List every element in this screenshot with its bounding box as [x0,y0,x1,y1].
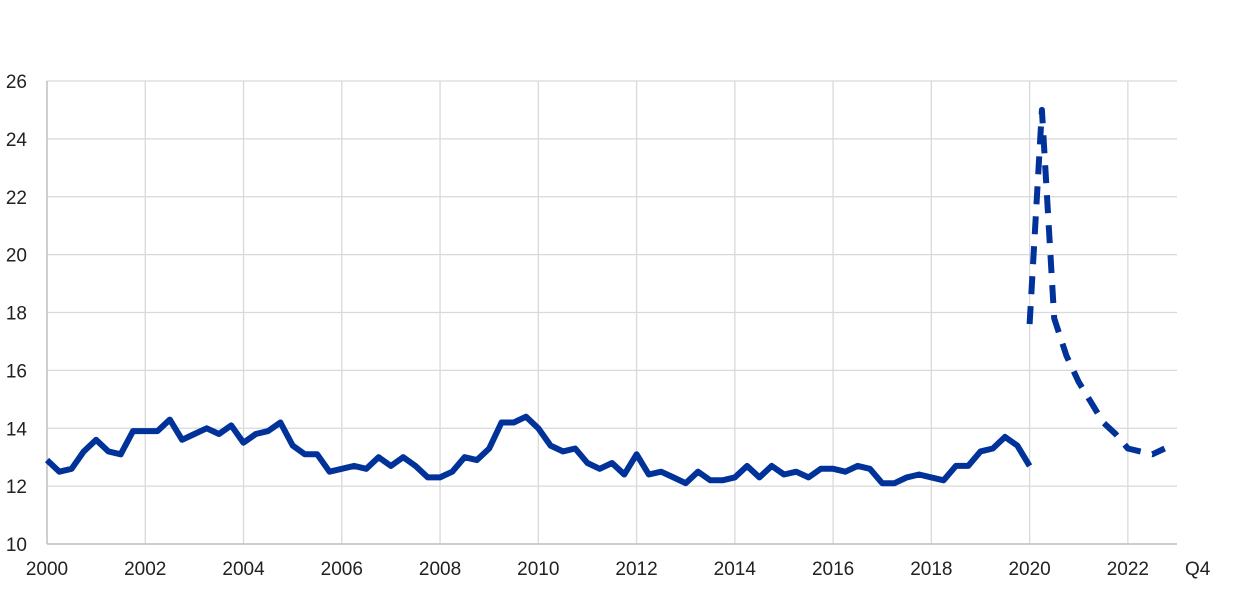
x-tick-label: 2010 [517,559,559,580]
x-tick-label: 2014 [714,559,757,580]
y-tick-label: 24 [6,130,28,151]
x-tick-label: 2008 [419,559,461,580]
projection-line [1026,106,1166,458]
x-tick-label: 2018 [910,559,952,580]
x-tick-label: 2016 [812,559,854,580]
y-tick-label: 18 [6,304,27,325]
y-tick-label: 12 [6,477,27,498]
y-tick-label: 14 [6,419,28,440]
y-tick-label: 16 [6,361,27,382]
x-tick-label: 2022 [1107,559,1149,580]
x-tick-label: 2012 [615,559,657,580]
x-tick-label: 2004 [222,559,265,580]
x-end-label: Q4 [1185,559,1211,580]
y-tick-label: 10 [6,535,27,556]
x-tick-label: 2020 [1008,559,1050,580]
axes [46,81,1177,545]
x-tick-label: 2000 [26,559,68,580]
series-lines [44,106,1166,487]
x-tick-label: 2002 [124,559,166,580]
y-tick-label: 26 [6,72,27,93]
y-tick-label: 22 [6,188,27,209]
x-tick-label: 2006 [321,559,363,580]
gridlines [47,80,1177,545]
y-tick-label: 20 [6,246,27,267]
history-line [44,413,1033,487]
